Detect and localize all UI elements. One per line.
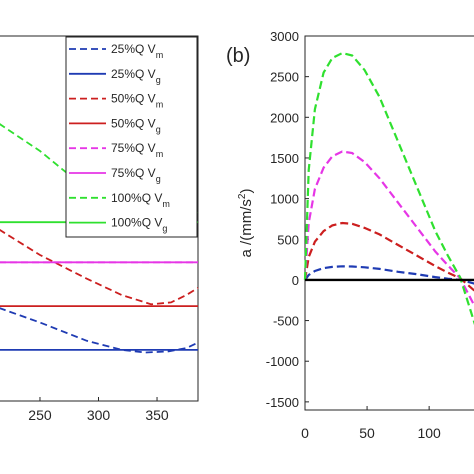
panel-a-legend-entry-text: 25%Q V xyxy=(111,42,156,56)
panel-b-x-tick-label: 0 xyxy=(301,425,309,441)
panel-a-x-tick-labels: 250 300 350 xyxy=(28,397,169,423)
panel-a-x-tick-label: 250 xyxy=(28,407,52,423)
panel-a-legend-entry: 75%Q Vm xyxy=(111,141,163,159)
panel-a-x-tick-label: 350 xyxy=(145,407,169,423)
panel-a-legend-entry: 25%Q Vg xyxy=(111,67,161,85)
panel-b-x-tick-label: 100 xyxy=(417,425,441,441)
panel-b-y-axis-label-end: ) xyxy=(238,189,255,194)
panel-a-x-tick-label: 300 xyxy=(87,407,111,423)
panel-b-y-axis-label-superscript: 2 xyxy=(237,193,248,199)
panel-b: (b) -1500-1000-5000500100015002000250030… xyxy=(226,29,474,441)
panel-a-legend-entry-text: 75%Q V xyxy=(111,141,156,155)
panel-b-y-tick-label: 1500 xyxy=(270,151,299,166)
panel-a-legend-box xyxy=(65,36,198,238)
panel-a-legend-entry-subscript: m xyxy=(156,100,164,110)
panel-a-series-line xyxy=(0,307,199,354)
panel-b-y-tick-label: -500 xyxy=(273,314,299,329)
panel-a-legend-entry-text: 100%Q V xyxy=(111,191,162,205)
panel-a-legend-entry-subscript: m xyxy=(162,199,170,209)
panel-b-y-tick-label: 2500 xyxy=(270,70,299,85)
panel-b-y-tick-label: -1000 xyxy=(266,354,299,369)
panel-b-series-line xyxy=(303,221,474,292)
panel-a-legend-entry-subscript: g xyxy=(156,174,161,184)
panel-b-y-tick-label: 500 xyxy=(277,232,299,247)
panel-a-legend-entry-text: 50%Q V xyxy=(111,116,156,130)
panel-b-axes-box xyxy=(304,35,474,411)
panel-a-legend-entry-subscript: g xyxy=(156,124,161,134)
panel-b-tick-labels: -1500 -1000 -500 0 500 1000 1500 2000 2500 3000 0 5… xyxy=(266,29,441,441)
panel-b-y-tick-label: 3000 xyxy=(270,29,299,44)
panel-a-legend-entry-subscript: g xyxy=(162,224,167,234)
panel-a-legend-entry-text: 75%Q V xyxy=(111,166,156,180)
panel-b-series-line xyxy=(304,265,474,285)
panel-a-legend-entry: 75%Q Vg xyxy=(111,166,161,184)
panel-a-legend-entry-text: 100%Q V xyxy=(111,216,162,230)
panel-a-legend-entry: 100%Q Vm xyxy=(111,191,170,209)
panel-b-series xyxy=(303,51,474,326)
panel-b-y-tick-label: 2000 xyxy=(270,110,299,125)
panel-b-y-axis-label-main: a /(mm/s xyxy=(238,199,255,257)
panel-a-legend-entry-text: 25%Q V xyxy=(111,67,156,81)
panel-b-y-axis-label: a /(mm/s2) xyxy=(237,189,255,258)
panel-a-legend-entry-subscript: m xyxy=(156,50,164,60)
panel-b-y-tick-label: 0 xyxy=(292,273,299,288)
panel-b-y-tick-label: 1000 xyxy=(270,192,299,207)
panel-a-legend-entry: 25%Q Vm xyxy=(111,42,163,60)
panel-a-legend-entry: 50%Q Vg xyxy=(111,116,161,134)
panel-a-series-line xyxy=(0,229,199,306)
panel-b-series-line xyxy=(303,51,474,326)
panel-b-series-line xyxy=(303,150,474,308)
panel-a-legend-entry-subscript: g xyxy=(156,75,161,85)
panel-a-legend-entry: 100%Q Vg xyxy=(111,216,167,234)
panel-a-legend-entry: 50%Q Vm xyxy=(111,92,163,110)
panel-a-legend-entry-text: 50%Q V xyxy=(111,92,156,106)
panel-a-legend-entry-subscript: m xyxy=(156,149,164,159)
panel-b-x-tick-label: 50 xyxy=(359,425,375,441)
panel-b-y-tick-label: -1500 xyxy=(266,395,299,410)
panel-b-label: (b) xyxy=(226,45,250,67)
